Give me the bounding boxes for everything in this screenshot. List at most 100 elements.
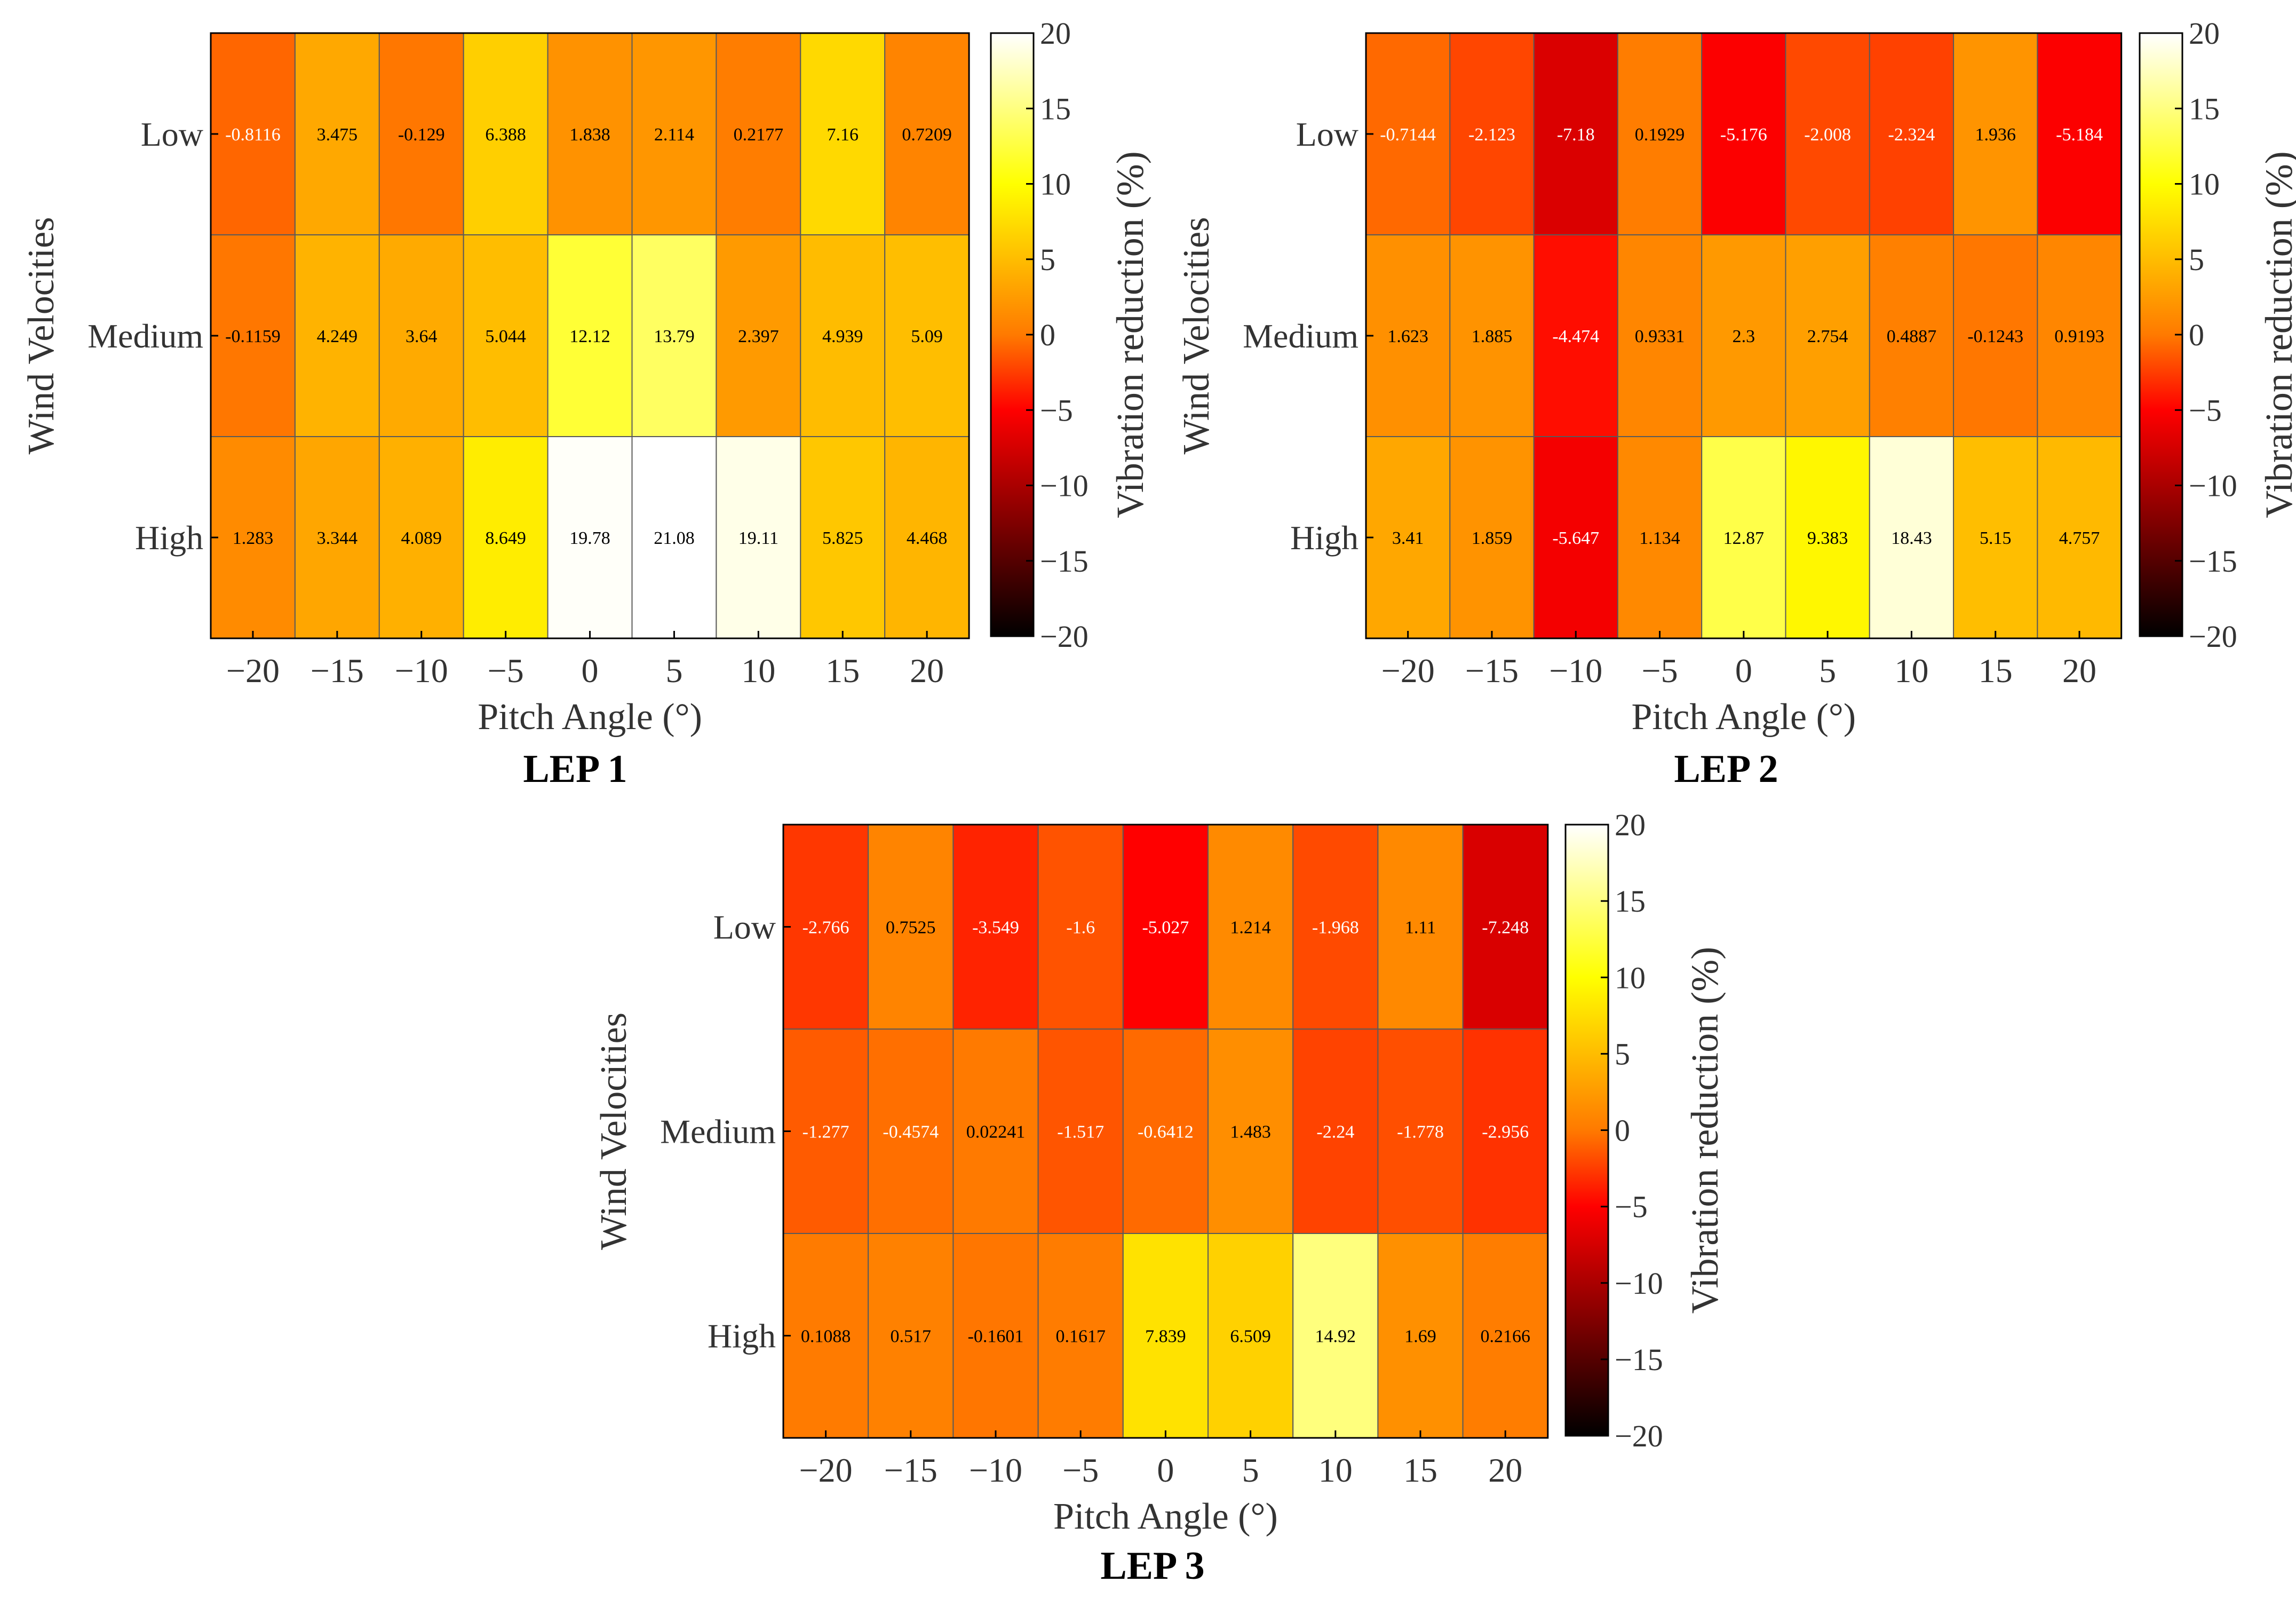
cell-value-label: -0.1159 — [225, 327, 281, 346]
cell-value-label: -7.18 — [1557, 125, 1595, 145]
heatmap-cell — [1869, 234, 1955, 437]
cell-value-label: 0.1617 — [1055, 1327, 1106, 1347]
x-tick-label: 0 — [1157, 1451, 1174, 1489]
heatmap-cell — [210, 234, 296, 437]
colorbar-tick-label: −20 — [1040, 619, 1089, 654]
cell-value-label: 19.78 — [569, 528, 610, 548]
cell-value-label: -1.6 — [1066, 918, 1095, 938]
cell-value-label: 6.509 — [1230, 1327, 1271, 1347]
y-tick-label-medium: Medium — [88, 317, 203, 355]
colorbar-tick-label: 0 — [1040, 318, 1055, 352]
heatmap-cell — [868, 824, 954, 1030]
cell-value-label: 3.344 — [317, 528, 358, 548]
cell-value-label: -5.184 — [2056, 125, 2103, 145]
y-tick-label-low: Low — [713, 908, 776, 946]
heatmap-cell — [378, 436, 464, 639]
cell-value-label: 2.754 — [1807, 327, 1848, 346]
heatmap-cell — [1617, 33, 1703, 235]
heatmap-cell — [1292, 824, 1379, 1030]
cell-value-label: 0.4887 — [1887, 327, 1937, 346]
cell-value-label: 6.388 — [485, 125, 526, 145]
x-tick-label: −15 — [1465, 652, 1519, 690]
cell-value-label: 0.9193 — [2054, 327, 2104, 346]
heatmap-cell — [1207, 824, 1294, 1030]
y-tick-label-high: High — [1290, 519, 1358, 557]
cell-value-label: -5.176 — [1720, 125, 1767, 145]
heatmap-cell — [1449, 33, 1535, 235]
y-tick-label-low: Low — [141, 115, 203, 153]
cell-value-label: -3.549 — [972, 918, 1019, 938]
heatmap-cell — [1617, 234, 1703, 437]
colorbar-tick-label: −20 — [1615, 1419, 1663, 1453]
colorbar-tick-label: −10 — [1040, 469, 1089, 503]
heatmap-cell — [1377, 1233, 1464, 1438]
cell-value-label: 4.468 — [907, 528, 948, 548]
cell-value-label: 7.16 — [827, 125, 859, 145]
cell-value-label: 2.397 — [738, 327, 779, 346]
colorbar-title: Vibration reduction (%) — [1109, 151, 1151, 518]
colorbar-tick-label: 5 — [2189, 242, 2204, 277]
heatmap-cell — [1869, 33, 1955, 235]
x-tick-label: −5 — [1062, 1451, 1099, 1489]
heatmap-cell — [1207, 1233, 1294, 1438]
cell-value-label: 3.41 — [1392, 528, 1424, 548]
cell-value-label: 1.623 — [1387, 327, 1428, 346]
cell-value-label: 12.12 — [569, 327, 610, 346]
heatmap-cell — [294, 436, 380, 639]
x-tick-label: −10 — [969, 1451, 1022, 1489]
cell-value-label: -0.1601 — [968, 1327, 1024, 1347]
heatmap-cell — [463, 436, 549, 639]
cell-value-label: -0.6412 — [1138, 1122, 1194, 1142]
y-tick-label-medium: Medium — [1243, 317, 1358, 355]
y-axis-title: Wind Velocities — [21, 217, 62, 455]
cell-value-label: 3.475 — [317, 125, 358, 145]
cell-value-label: 2.3 — [1733, 327, 1755, 346]
cell-value-label: 21.08 — [654, 528, 695, 548]
cell-value-label: 5.044 — [485, 327, 526, 346]
cell-value-label: 3.64 — [406, 327, 438, 346]
heatmap-cell — [884, 234, 970, 437]
cell-value-label: 5.825 — [822, 528, 863, 548]
x-tick-label: 10 — [741, 652, 775, 690]
cell-value-label: -2.008 — [1804, 125, 1851, 145]
y-axis-title: Wind Velocities — [593, 1012, 634, 1250]
heatmap-cell — [210, 33, 296, 235]
y-axis-title: Wind Velocities — [1176, 217, 1217, 455]
heatmap-cell — [1449, 234, 1535, 437]
cell-value-label: -4.474 — [1552, 327, 1599, 346]
cell-value-label: 1.936 — [1975, 125, 2016, 145]
x-tick-label: 10 — [1894, 652, 1928, 690]
colorbar-tick-label: 5 — [1615, 1037, 1630, 1071]
heatmap-cell — [884, 436, 970, 639]
cell-value-label: -1.277 — [803, 1122, 849, 1142]
x-tick-label: −20 — [799, 1451, 853, 1489]
colorbar-tick-label: −10 — [1615, 1266, 1663, 1301]
cell-value-label: 19.11 — [738, 528, 778, 548]
colorbar-tick-label: 20 — [1040, 16, 1071, 51]
colorbar-tick-label: −5 — [2189, 393, 2222, 428]
heatmap-cell — [547, 436, 633, 639]
cell-value-label: -5.647 — [1552, 528, 1599, 548]
cell-value-label: -0.1243 — [1967, 327, 2023, 346]
cell-value-label: 18.43 — [1891, 528, 1932, 548]
cell-value-label: 0.02241 — [966, 1122, 1026, 1142]
x-axis-title: Pitch Angle (°) — [478, 697, 702, 738]
cell-value-label: -1.778 — [1397, 1122, 1444, 1142]
heatmap-panel-lep2: -0.7144 -2.123 -7.18 0.1929 -5.176 -2.008 -2.3… — [1176, 16, 2296, 791]
heatmap-cell — [2037, 234, 2122, 437]
cell-value-label: -2.123 — [1468, 125, 1515, 145]
heatmap-cell — [1449, 436, 1535, 639]
cell-value-label: 0.1088 — [801, 1327, 851, 1347]
cell-value-label: 1.483 — [1230, 1122, 1271, 1142]
x-tick-label: 0 — [582, 652, 599, 690]
x-axis-title: Pitch Angle (°) — [1631, 697, 1856, 738]
heatmap-cell — [800, 234, 886, 437]
cell-value-label: 0.9331 — [1635, 327, 1685, 346]
cell-value-label: 5.09 — [911, 327, 943, 346]
heatmap-cell — [210, 436, 296, 639]
x-tick-label: 5 — [665, 652, 682, 690]
heatmap-cell — [716, 234, 801, 437]
cell-value-label: -1.968 — [1312, 918, 1359, 938]
colorbar-title: Vibration reduction (%) — [2258, 151, 2296, 518]
x-tick-label: 5 — [1819, 652, 1836, 690]
